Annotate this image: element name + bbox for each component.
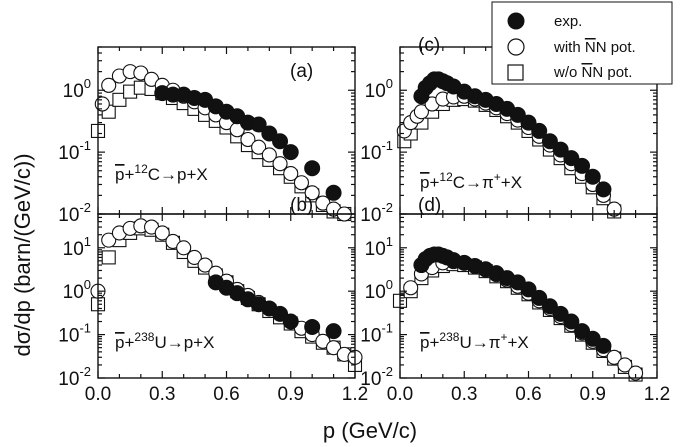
point-d-exp-15 [531, 289, 548, 306]
point-b-with-6 [154, 225, 170, 241]
point-b-exp-8 [304, 318, 321, 335]
point-c-exp-14 [520, 114, 537, 131]
point-c-exp-17 [552, 141, 569, 158]
point-d-with-19 [606, 349, 622, 365]
legend-label-with: with NN pot. [553, 39, 636, 56]
point-d-with-21 [628, 365, 644, 381]
y-tick-label-a-2: 100 [63, 76, 91, 102]
point-a-with-17 [272, 156, 288, 172]
point-d-exp-18 [563, 313, 580, 330]
x-tick-label-b-3: 0.9 [278, 384, 304, 405]
point-a-with-20 [304, 185, 320, 201]
y-tick-label-d-3: 101 [365, 234, 393, 260]
reaction-label-b: p+238U→p+X [115, 330, 214, 352]
point-b-with-10 [197, 257, 213, 273]
reaction-label-d: p+238U→π++X [420, 330, 529, 352]
legend-marker-exp [507, 12, 525, 30]
point-b-with-1 [101, 232, 117, 248]
point-c-exp-16 [541, 133, 558, 150]
point-a-with-1 [101, 77, 117, 93]
x-axis-label: p (GeV/c) [323, 418, 417, 443]
legend-marker-wo [507, 64, 524, 81]
point-c-exp-15 [531, 122, 548, 139]
panel-label-a: (a) [290, 61, 313, 82]
x-tick-label-d-2: 0.6 [515, 384, 541, 405]
legend-marker-with [507, 38, 525, 56]
panel-label-c: (c) [418, 35, 440, 56]
panel-label-b: (b) [290, 195, 313, 216]
point-a-exp-11 [272, 133, 289, 150]
point-a-exp-14 [325, 184, 342, 201]
point-b-exp-9 [325, 323, 342, 340]
y-tick-label-b-2: 100 [63, 277, 91, 303]
y-tick-label-c-0: 10-2 [360, 200, 393, 226]
y-tick-label-d-2: 100 [365, 277, 393, 303]
y-tick-label-a-0: 10-2 [58, 200, 91, 226]
y-tick-label-c-2: 100 [365, 76, 393, 102]
point-a-with-0 [94, 96, 110, 112]
x-tick-label-d-4: 1.2 [644, 384, 670, 405]
point-c-exp-18 [563, 150, 580, 167]
x-tick-label-d-1: 0.3 [451, 384, 477, 405]
point-c-exp-19 [574, 157, 591, 174]
panels-layer: 10-2 10-1 100 (a) p+12C→p+X 10-2 10-1 100 101 0.0… [58, 35, 670, 405]
point-c-exp-20 [584, 168, 601, 185]
point-a-exp-9 [250, 116, 267, 133]
point-a-wo-2 [112, 92, 127, 107]
point-a-with-19 [293, 175, 310, 191]
point-a-with-15 [251, 139, 267, 155]
x-tick-label-b-2: 0.6 [213, 384, 239, 405]
point-a-exp-12 [282, 144, 299, 161]
reaction-label-c: p+12C→π++X [420, 170, 522, 192]
point-c-exp-13 [509, 106, 526, 123]
y-tick-label-b-0: 10-2 [58, 364, 91, 390]
point-d-with-20 [617, 357, 633, 373]
x-tick-label-b-0: 0.0 [85, 384, 111, 405]
y-tick-label-b-3: 101 [63, 234, 91, 260]
panel-b: 10-2 10-1 100 101 0.0 0.3 0.6 0.9 1.2 (b) p+238U→p… [58, 195, 368, 405]
point-a-with-14 [240, 131, 256, 148]
legend-label-wo: w/o NN pot. [553, 64, 632, 81]
panel-a: 10-2 10-1 100 (a) p+12C→p+X [58, 46, 356, 226]
reaction-label-a: p+12C→p+X [115, 162, 208, 184]
y-tick-label-d-1: 10-1 [360, 321, 393, 347]
point-a-exp-10 [261, 125, 278, 142]
legend: exp. with NN pot. w/o NN pot. [491, 1, 673, 85]
point-a-with-16 [261, 147, 277, 163]
point-c-with-3 [413, 104, 429, 120]
x-tick-label-d-0: 0.0 [387, 384, 413, 405]
point-b-wo-1 [101, 250, 116, 265]
y-axis-label: dσ/dp (barn/(GeV/c)) [10, 153, 35, 356]
point-a-exp-13 [304, 160, 321, 177]
y-tick-label-d-0: 10-2 [360, 364, 393, 390]
x-tick-label-d-3: 0.9 [580, 384, 606, 405]
point-b-with-8 [176, 240, 192, 256]
point-c-exp-21 [595, 181, 612, 198]
panel-label-d: (d) [418, 195, 441, 216]
point-d-with-0 [403, 280, 419, 296]
legend-label-exp: exp. [554, 13, 582, 30]
y-tick-label-b-1: 10-1 [58, 321, 91, 347]
point-b-exp-7 [282, 313, 299, 330]
point-d-exp-21 [595, 337, 612, 354]
point-b-with-9 [186, 249, 202, 265]
panel-d: 10-2 10-1 100 101 0.0 0.3 0.6 0.9 1.2 (d) p+238U→π… [360, 195, 670, 405]
x-tick-label-b-4: 1.2 [342, 384, 368, 405]
y-tick-label-c-1: 10-1 [360, 138, 393, 164]
point-d-exp-14 [520, 281, 537, 298]
point-b-with-22 [326, 340, 342, 356]
x-tick-label-b-1: 0.3 [149, 384, 175, 405]
point-a-with-18 [283, 166, 299, 182]
y-tick-label-a-1: 10-1 [58, 138, 91, 164]
